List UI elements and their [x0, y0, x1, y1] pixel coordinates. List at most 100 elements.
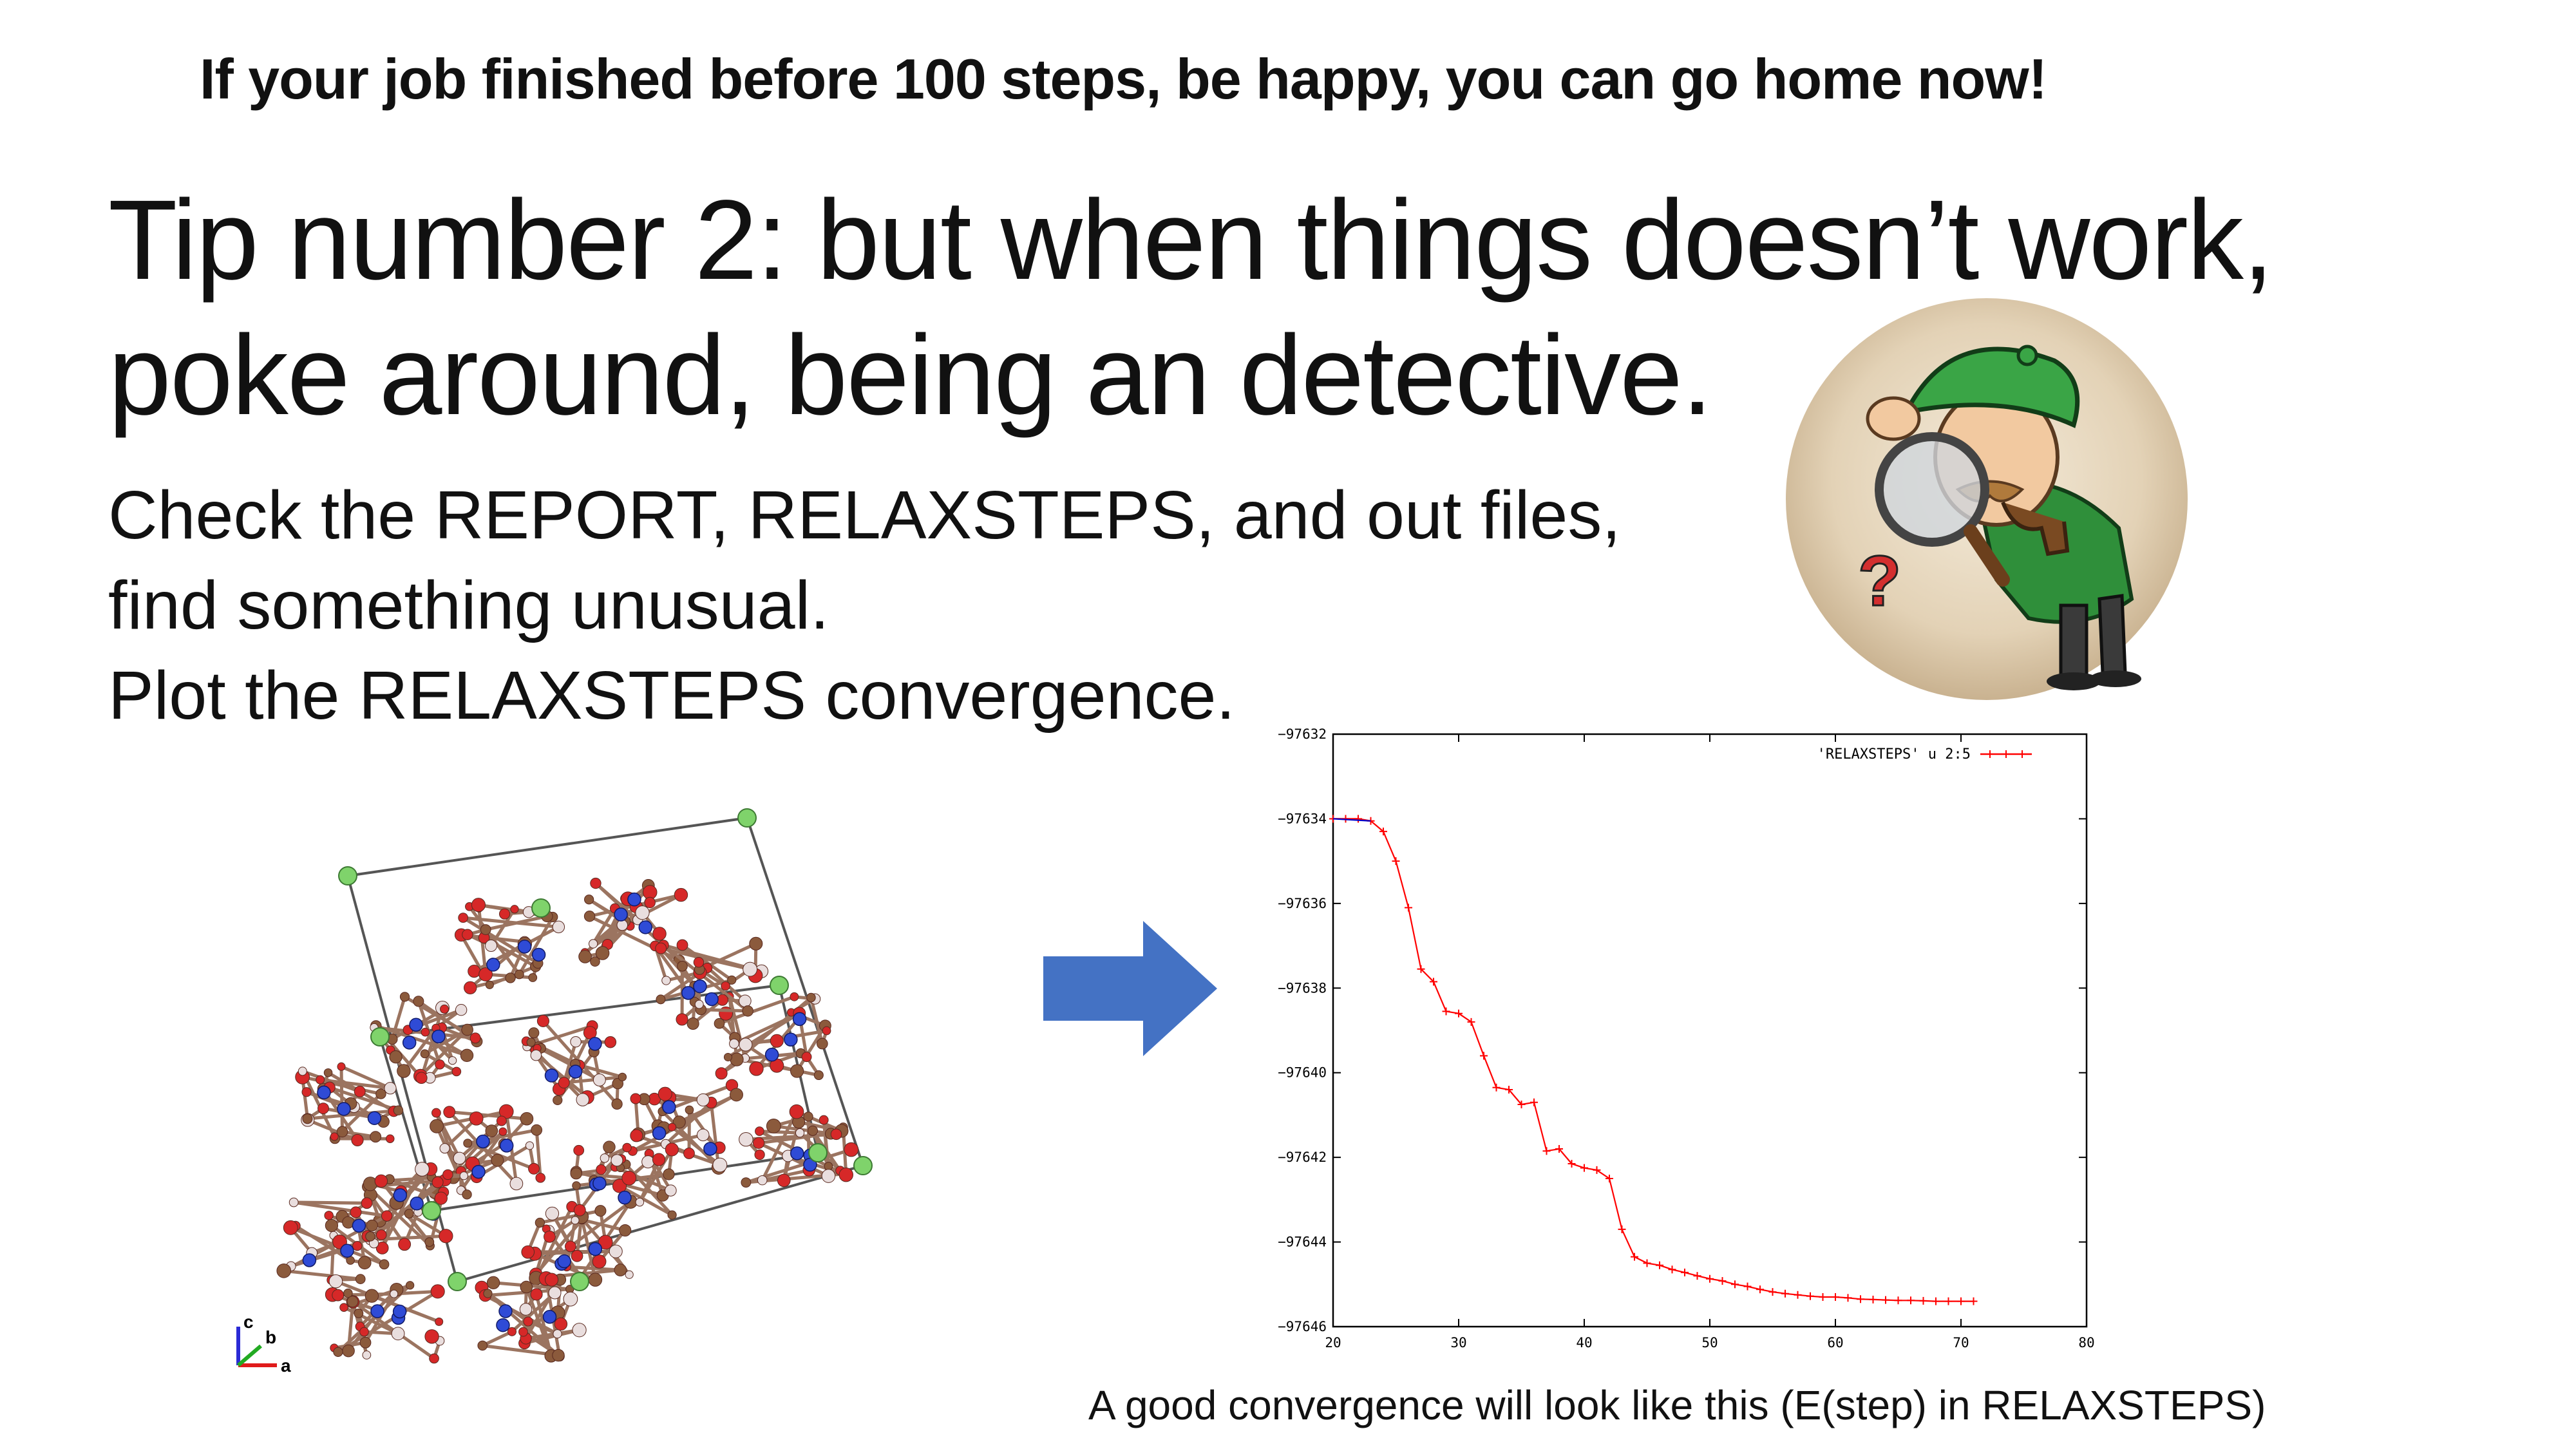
- atom: [844, 1142, 859, 1157]
- atom: [568, 1065, 583, 1079]
- atom: [451, 1066, 462, 1077]
- bond: [562, 1041, 578, 1083]
- atom: [518, 1327, 528, 1337]
- atom: [386, 1134, 395, 1143]
- atom: [801, 1052, 812, 1063]
- bond: [390, 996, 406, 1040]
- atom: [535, 1173, 545, 1183]
- atom: [694, 999, 704, 1009]
- atom: [485, 939, 498, 952]
- atom: [359, 1336, 372, 1349]
- atom: [359, 1327, 369, 1337]
- atom: [485, 1124, 498, 1137]
- atom: [460, 1048, 474, 1063]
- atom: [464, 981, 477, 994]
- bond: [301, 1070, 336, 1138]
- atom: [661, 976, 671, 985]
- atom: [730, 1088, 743, 1102]
- atom: [379, 1259, 390, 1270]
- bond: [678, 1093, 737, 1124]
- atom: [324, 1211, 334, 1220]
- atom: [749, 1061, 764, 1076]
- atom: [784, 1032, 798, 1046]
- body-text: Check the REPORT, RELAXSTEPS, and out fi…: [108, 470, 1621, 741]
- atom: [592, 1073, 606, 1086]
- atom: [572, 1323, 587, 1338]
- atom: [552, 1349, 565, 1362]
- axis-label-b: b: [265, 1327, 276, 1347]
- atom: [439, 1229, 453, 1244]
- atom: [431, 1029, 446, 1044]
- axis-label-a: a: [281, 1356, 291, 1376]
- atom: [609, 1244, 623, 1258]
- atom: [576, 1093, 590, 1106]
- atom: [413, 996, 424, 1007]
- y-tick-label: −97642: [1278, 1150, 1327, 1165]
- atom: [289, 1197, 299, 1208]
- bond: [330, 1202, 368, 1227]
- bond: [638, 1159, 661, 1203]
- metal-atom: [448, 1272, 467, 1291]
- atom: [392, 1304, 407, 1319]
- atom: [795, 1128, 805, 1138]
- y-tick-label: −97632: [1278, 726, 1327, 742]
- atom: [448, 1056, 457, 1065]
- bond: [660, 947, 751, 971]
- bond: [701, 1008, 748, 1013]
- atom: [571, 1249, 583, 1262]
- atom: [531, 1124, 543, 1136]
- atom: [553, 1095, 563, 1105]
- atom: [552, 920, 565, 934]
- y-tick-label: −97640: [1278, 1065, 1327, 1081]
- atom: [424, 1237, 435, 1247]
- bond: [402, 1027, 437, 1072]
- body-line-2: find something unusual.: [108, 567, 829, 643]
- atom: [676, 939, 688, 951]
- molecule-atoms: [276, 808, 873, 1364]
- axis-label-c: c: [243, 1312, 254, 1332]
- atom: [431, 1108, 441, 1118]
- atom: [630, 1129, 643, 1142]
- atom: [357, 1256, 372, 1270]
- atom: [399, 992, 410, 1002]
- atom: [635, 1197, 645, 1207]
- atom: [619, 1224, 632, 1237]
- atom: [590, 956, 600, 967]
- atom: [520, 1280, 533, 1294]
- bond: [758, 1141, 829, 1178]
- atom: [366, 1219, 378, 1232]
- atom: [471, 898, 486, 913]
- body-line-1: Check the REPORT, RELAXSTEPS, and out fi…: [108, 477, 1621, 553]
- atom: [404, 1209, 414, 1218]
- atom: [614, 1264, 627, 1276]
- atom: [375, 1241, 389, 1255]
- atom: [336, 1126, 348, 1138]
- atom: [703, 1142, 717, 1156]
- atom: [685, 1105, 694, 1115]
- atom: [790, 992, 799, 1001]
- atom: [367, 1111, 382, 1125]
- bond: [294, 1200, 367, 1205]
- bond: [583, 907, 616, 958]
- atom: [554, 1317, 568, 1331]
- atom: [390, 1289, 399, 1298]
- bond: [381, 1202, 398, 1249]
- atom: [431, 1176, 444, 1188]
- bond: [337, 1290, 439, 1354]
- atom: [596, 1164, 607, 1175]
- atom: [627, 892, 641, 907]
- bond: [462, 916, 539, 965]
- atom: [714, 1018, 725, 1029]
- atom: [557, 1254, 571, 1269]
- atom: [523, 1316, 533, 1327]
- atom: [723, 1053, 733, 1062]
- slide-title: Tip number 2: but when things doesn’t wo…: [108, 173, 2330, 443]
- atom: [498, 1304, 513, 1318]
- atom: [571, 1216, 580, 1225]
- atom: [429, 1353, 439, 1364]
- atom: [544, 1068, 559, 1083]
- atom: [573, 1204, 586, 1217]
- atom: [362, 1350, 372, 1359]
- atom: [468, 965, 481, 978]
- atom: [536, 1014, 549, 1027]
